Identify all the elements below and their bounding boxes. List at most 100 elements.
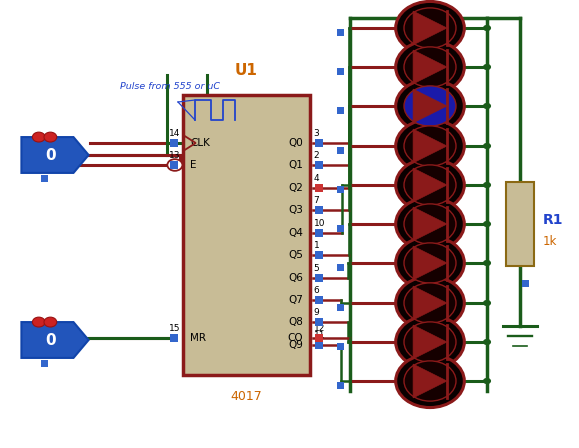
Bar	[315, 274, 323, 282]
Circle shape	[404, 243, 456, 283]
Text: MR: MR	[190, 333, 206, 343]
Polygon shape	[413, 50, 447, 84]
Bar	[337, 343, 345, 350]
Bar	[337, 186, 345, 193]
Text: E: E	[190, 160, 196, 170]
Text: Q0: Q0	[288, 138, 303, 148]
Polygon shape	[413, 89, 447, 123]
Text: 4017: 4017	[230, 390, 262, 403]
Circle shape	[483, 300, 491, 306]
Circle shape	[483, 25, 491, 31]
Text: 2: 2	[313, 151, 319, 159]
Bar	[315, 184, 323, 192]
Polygon shape	[21, 322, 89, 358]
Circle shape	[44, 317, 57, 327]
Circle shape	[483, 64, 491, 70]
Circle shape	[167, 159, 182, 171]
Bar	[315, 251, 323, 259]
Polygon shape	[413, 168, 447, 202]
Text: 15: 15	[168, 323, 180, 332]
Polygon shape	[21, 137, 89, 173]
Bar	[170, 334, 178, 342]
Bar	[337, 225, 345, 232]
Text: 1: 1	[313, 241, 319, 250]
Text: 10: 10	[313, 219, 325, 228]
Circle shape	[395, 120, 464, 172]
Circle shape	[404, 86, 456, 126]
Circle shape	[404, 47, 456, 87]
Bar	[315, 334, 323, 342]
Text: 5: 5	[313, 263, 319, 273]
Bar	[337, 382, 345, 389]
Text: 9: 9	[313, 308, 319, 317]
Bar	[315, 206, 323, 214]
Text: Q2: Q2	[288, 183, 303, 193]
Bar	[41, 175, 48, 182]
Bar	[41, 360, 48, 367]
Circle shape	[395, 40, 464, 94]
Text: Q5: Q5	[288, 250, 303, 260]
Circle shape	[395, 276, 464, 330]
Bar	[315, 229, 323, 237]
Text: 4: 4	[313, 174, 319, 183]
Polygon shape	[413, 325, 447, 359]
Bar	[170, 161, 178, 169]
Text: 14: 14	[168, 129, 180, 138]
Bar	[337, 304, 345, 311]
Bar	[183, 95, 310, 375]
Circle shape	[483, 221, 491, 227]
Text: 11: 11	[313, 331, 325, 340]
Text: CO: CO	[287, 333, 303, 343]
Bar	[315, 161, 323, 169]
Circle shape	[44, 132, 57, 142]
Circle shape	[404, 322, 456, 362]
Polygon shape	[413, 11, 447, 45]
Text: R1: R1	[543, 212, 563, 227]
Text: Q4: Q4	[288, 228, 303, 238]
Bar	[337, 264, 345, 271]
Polygon shape	[413, 364, 447, 398]
Text: U1: U1	[234, 63, 258, 78]
Circle shape	[395, 354, 464, 408]
Bar	[337, 107, 345, 114]
Circle shape	[483, 103, 491, 109]
Polygon shape	[413, 207, 447, 241]
Circle shape	[395, 159, 464, 211]
Bar	[315, 139, 323, 147]
Bar	[170, 139, 178, 147]
Circle shape	[483, 260, 491, 266]
Text: 13: 13	[168, 151, 180, 159]
Polygon shape	[413, 129, 447, 163]
Text: Q7: Q7	[288, 295, 303, 305]
Bar	[337, 147, 345, 154]
Circle shape	[483, 339, 491, 345]
Circle shape	[404, 204, 456, 244]
Text: 1k: 1k	[543, 235, 557, 249]
Text: Pulse from 555 or uC: Pulse from 555 or uC	[120, 82, 220, 91]
Text: 7: 7	[313, 196, 319, 205]
Circle shape	[395, 79, 464, 133]
Circle shape	[32, 132, 45, 142]
Text: 0: 0	[45, 332, 56, 348]
Text: 3: 3	[313, 129, 319, 138]
Circle shape	[395, 237, 464, 289]
Polygon shape	[413, 286, 447, 320]
Circle shape	[404, 165, 456, 205]
Text: Q8: Q8	[288, 317, 303, 327]
Circle shape	[395, 315, 464, 369]
Bar	[337, 29, 345, 36]
Text: 12: 12	[313, 323, 325, 332]
Bar	[315, 296, 323, 304]
Circle shape	[404, 283, 456, 323]
Text: 6: 6	[313, 286, 319, 295]
Bar	[337, 68, 345, 75]
Bar	[506, 182, 534, 266]
Polygon shape	[413, 246, 447, 280]
Circle shape	[483, 143, 491, 149]
Circle shape	[395, 1, 464, 55]
Text: Q3: Q3	[288, 205, 303, 215]
Text: Q6: Q6	[288, 273, 303, 283]
Circle shape	[32, 317, 45, 327]
Bar	[522, 280, 529, 288]
Text: 0: 0	[45, 147, 56, 163]
